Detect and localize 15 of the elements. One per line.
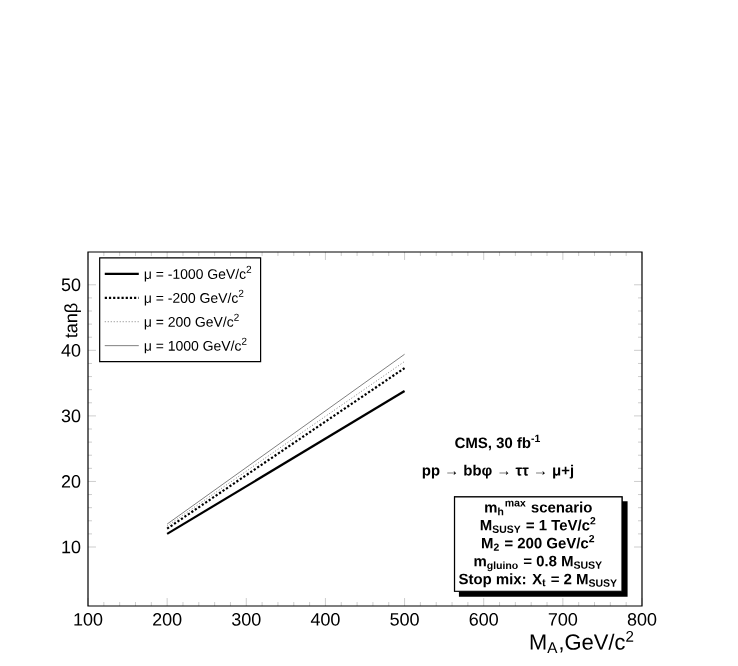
y-tick-label: 40 [61,343,81,357]
x-tick-label: 300 [232,613,261,626]
x-tick-label: 700 [548,613,578,626]
x-tick-label: 200 [153,613,182,626]
y-tick-label: 20 [61,475,81,488]
x-axis-title: M$_{A}$,GeV/c$^{2}$ [530,630,634,653]
x-tick-label: 600 [469,613,498,626]
x-tick-label: 400 [310,613,340,626]
x-tick-label: 100 [74,613,103,626]
y-tick-label: 50 [61,278,81,292]
x-tick-label: 500 [390,613,419,626]
y-tick-label: 30 [61,409,81,423]
x-tick-label: 800 [627,613,657,626]
y-axis-title: tanβ [64,303,81,338]
y-tick-label: 10 [62,540,81,554]
